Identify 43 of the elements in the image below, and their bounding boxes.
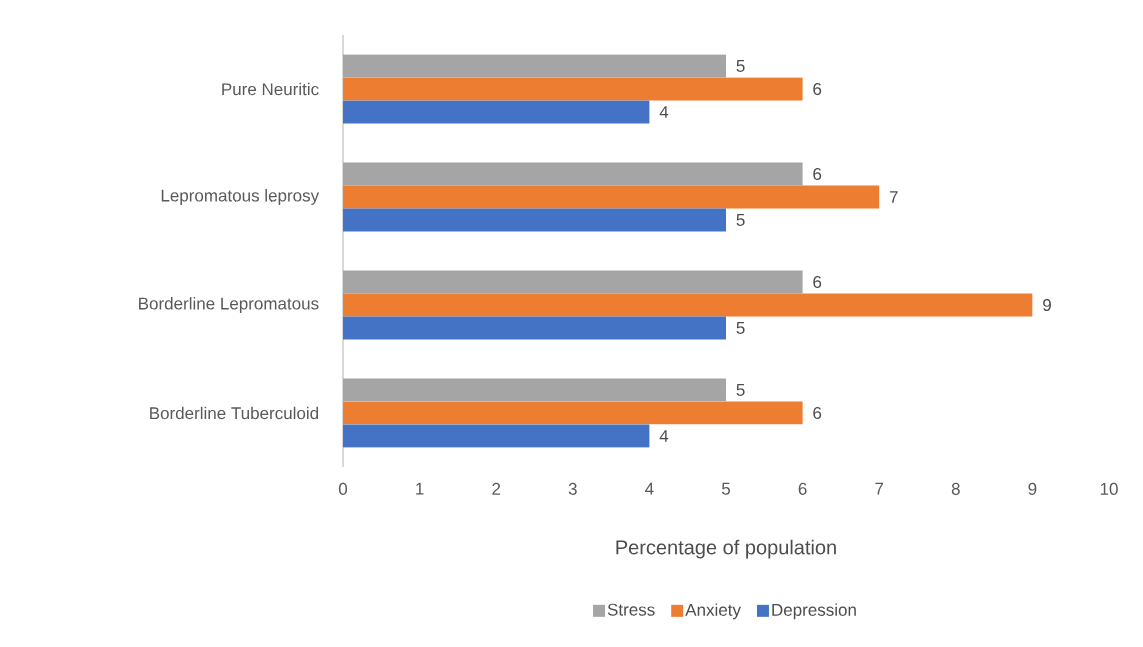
bar — [343, 293, 1033, 317]
y-tick-label: Borderline Lepromatous — [139, 297, 319, 313]
x-tick-label: 10 — [1100, 482, 1118, 495]
bar — [343, 54, 726, 78]
legend-label: Depression — [772, 603, 856, 620]
x-tick-label: 0 — [338, 482, 348, 495]
bar — [343, 77, 803, 101]
x-tick-label: 2 — [492, 482, 501, 495]
data-label: 6 — [813, 167, 822, 181]
data-label: 6 — [813, 82, 822, 96]
x-tick-label: 3 — [568, 482, 577, 495]
data-label: 9 — [1043, 298, 1051, 312]
x-tick-label: 8 — [951, 482, 960, 495]
x-tick-label: 9 — [1028, 482, 1037, 495]
x-tick-label: 5 — [721, 482, 731, 495]
bar — [343, 185, 880, 209]
bar — [343, 378, 726, 402]
bar — [343, 316, 726, 340]
bar — [343, 208, 726, 232]
data-label: 4 — [659, 106, 669, 118]
bar — [343, 162, 803, 186]
x-tick-label: 1 — [416, 482, 424, 495]
legend-label: Stress — [607, 603, 655, 616]
x-tick-label: 6 — [798, 482, 807, 495]
data-label: 6 — [813, 406, 822, 420]
bar — [343, 100, 650, 124]
data-label: 5 — [736, 322, 745, 334]
data-label: 5 — [736, 214, 745, 226]
bar — [343, 401, 803, 425]
y-tick-label: Lepromatous leprosy — [161, 189, 320, 205]
data-label: 7 — [889, 191, 898, 203]
data-label: 6 — [813, 275, 822, 289]
bar — [343, 270, 803, 294]
y-tick-label: Borderline Tuberculoid — [150, 406, 319, 420]
x-tick-label: 4 — [645, 482, 654, 495]
x-axis-title: Percentage of population — [616, 539, 836, 559]
data-label: 4 — [659, 430, 669, 442]
y-tick-label: Pure Neuritic — [222, 82, 319, 96]
data-label: 5 — [736, 60, 745, 72]
x-tick-label: 7 — [875, 482, 884, 495]
legend-label: Anxiety — [685, 603, 741, 620]
data-label: 5 — [736, 384, 745, 396]
bar — [343, 424, 650, 448]
